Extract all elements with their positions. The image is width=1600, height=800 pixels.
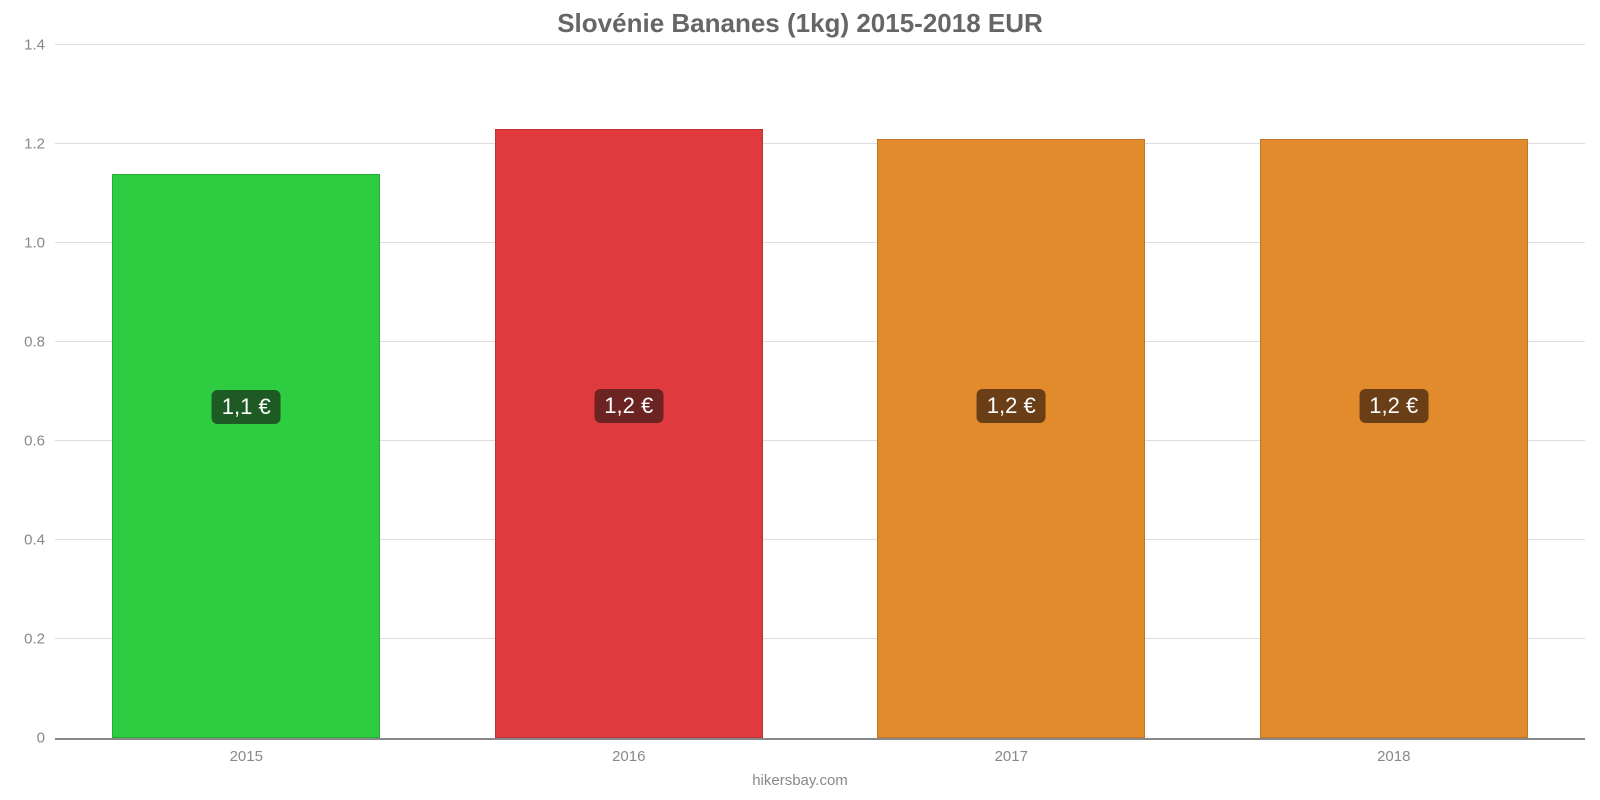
y-tick-label: 1.0 (24, 235, 55, 252)
chart-footer: hikersbay.com (0, 772, 1600, 789)
y-tick-label: 0.2 (24, 631, 55, 648)
y-tick-label: 0 (37, 730, 55, 747)
bar-value-badge: 1,2 € (1359, 389, 1428, 423)
y-tick-label: 0.8 (24, 334, 55, 351)
y-tick-label: 1.2 (24, 136, 55, 153)
x-tick-label: 2017 (995, 738, 1028, 765)
bar-value-badge: 1,2 € (594, 389, 663, 423)
chart-title: Slovénie Bananes (1kg) 2015-2018 EUR (0, 0, 1600, 39)
bar: 1,2 € (877, 139, 1145, 738)
y-tick-label: 0.4 (24, 532, 55, 549)
x-tick-label: 2018 (1377, 738, 1410, 765)
y-tick-label: 1.4 (24, 37, 55, 54)
bars-layer: 1,1 € 1,2 € 1,2 € 1,2 € (55, 45, 1585, 738)
chart-container: Slovénie Bananes (1kg) 2015-2018 EUR 0 0.… (0, 0, 1600, 800)
bar: 1,2 € (495, 129, 763, 738)
bar-value-badge: 1,2 € (977, 389, 1046, 423)
bar: 1,1 € (112, 174, 380, 738)
y-tick-label: 0.6 (24, 433, 55, 450)
plot-area: 00.20.40.60.81.01.21.4 1,1 €1,2 €1,2 €1,… (55, 45, 1585, 740)
bar-value-badge: 1,1 € (212, 390, 281, 424)
x-tick-label: 2015 (230, 738, 263, 765)
x-tick-label: 2016 (612, 738, 645, 765)
bar: 1,2 € (1260, 139, 1528, 738)
